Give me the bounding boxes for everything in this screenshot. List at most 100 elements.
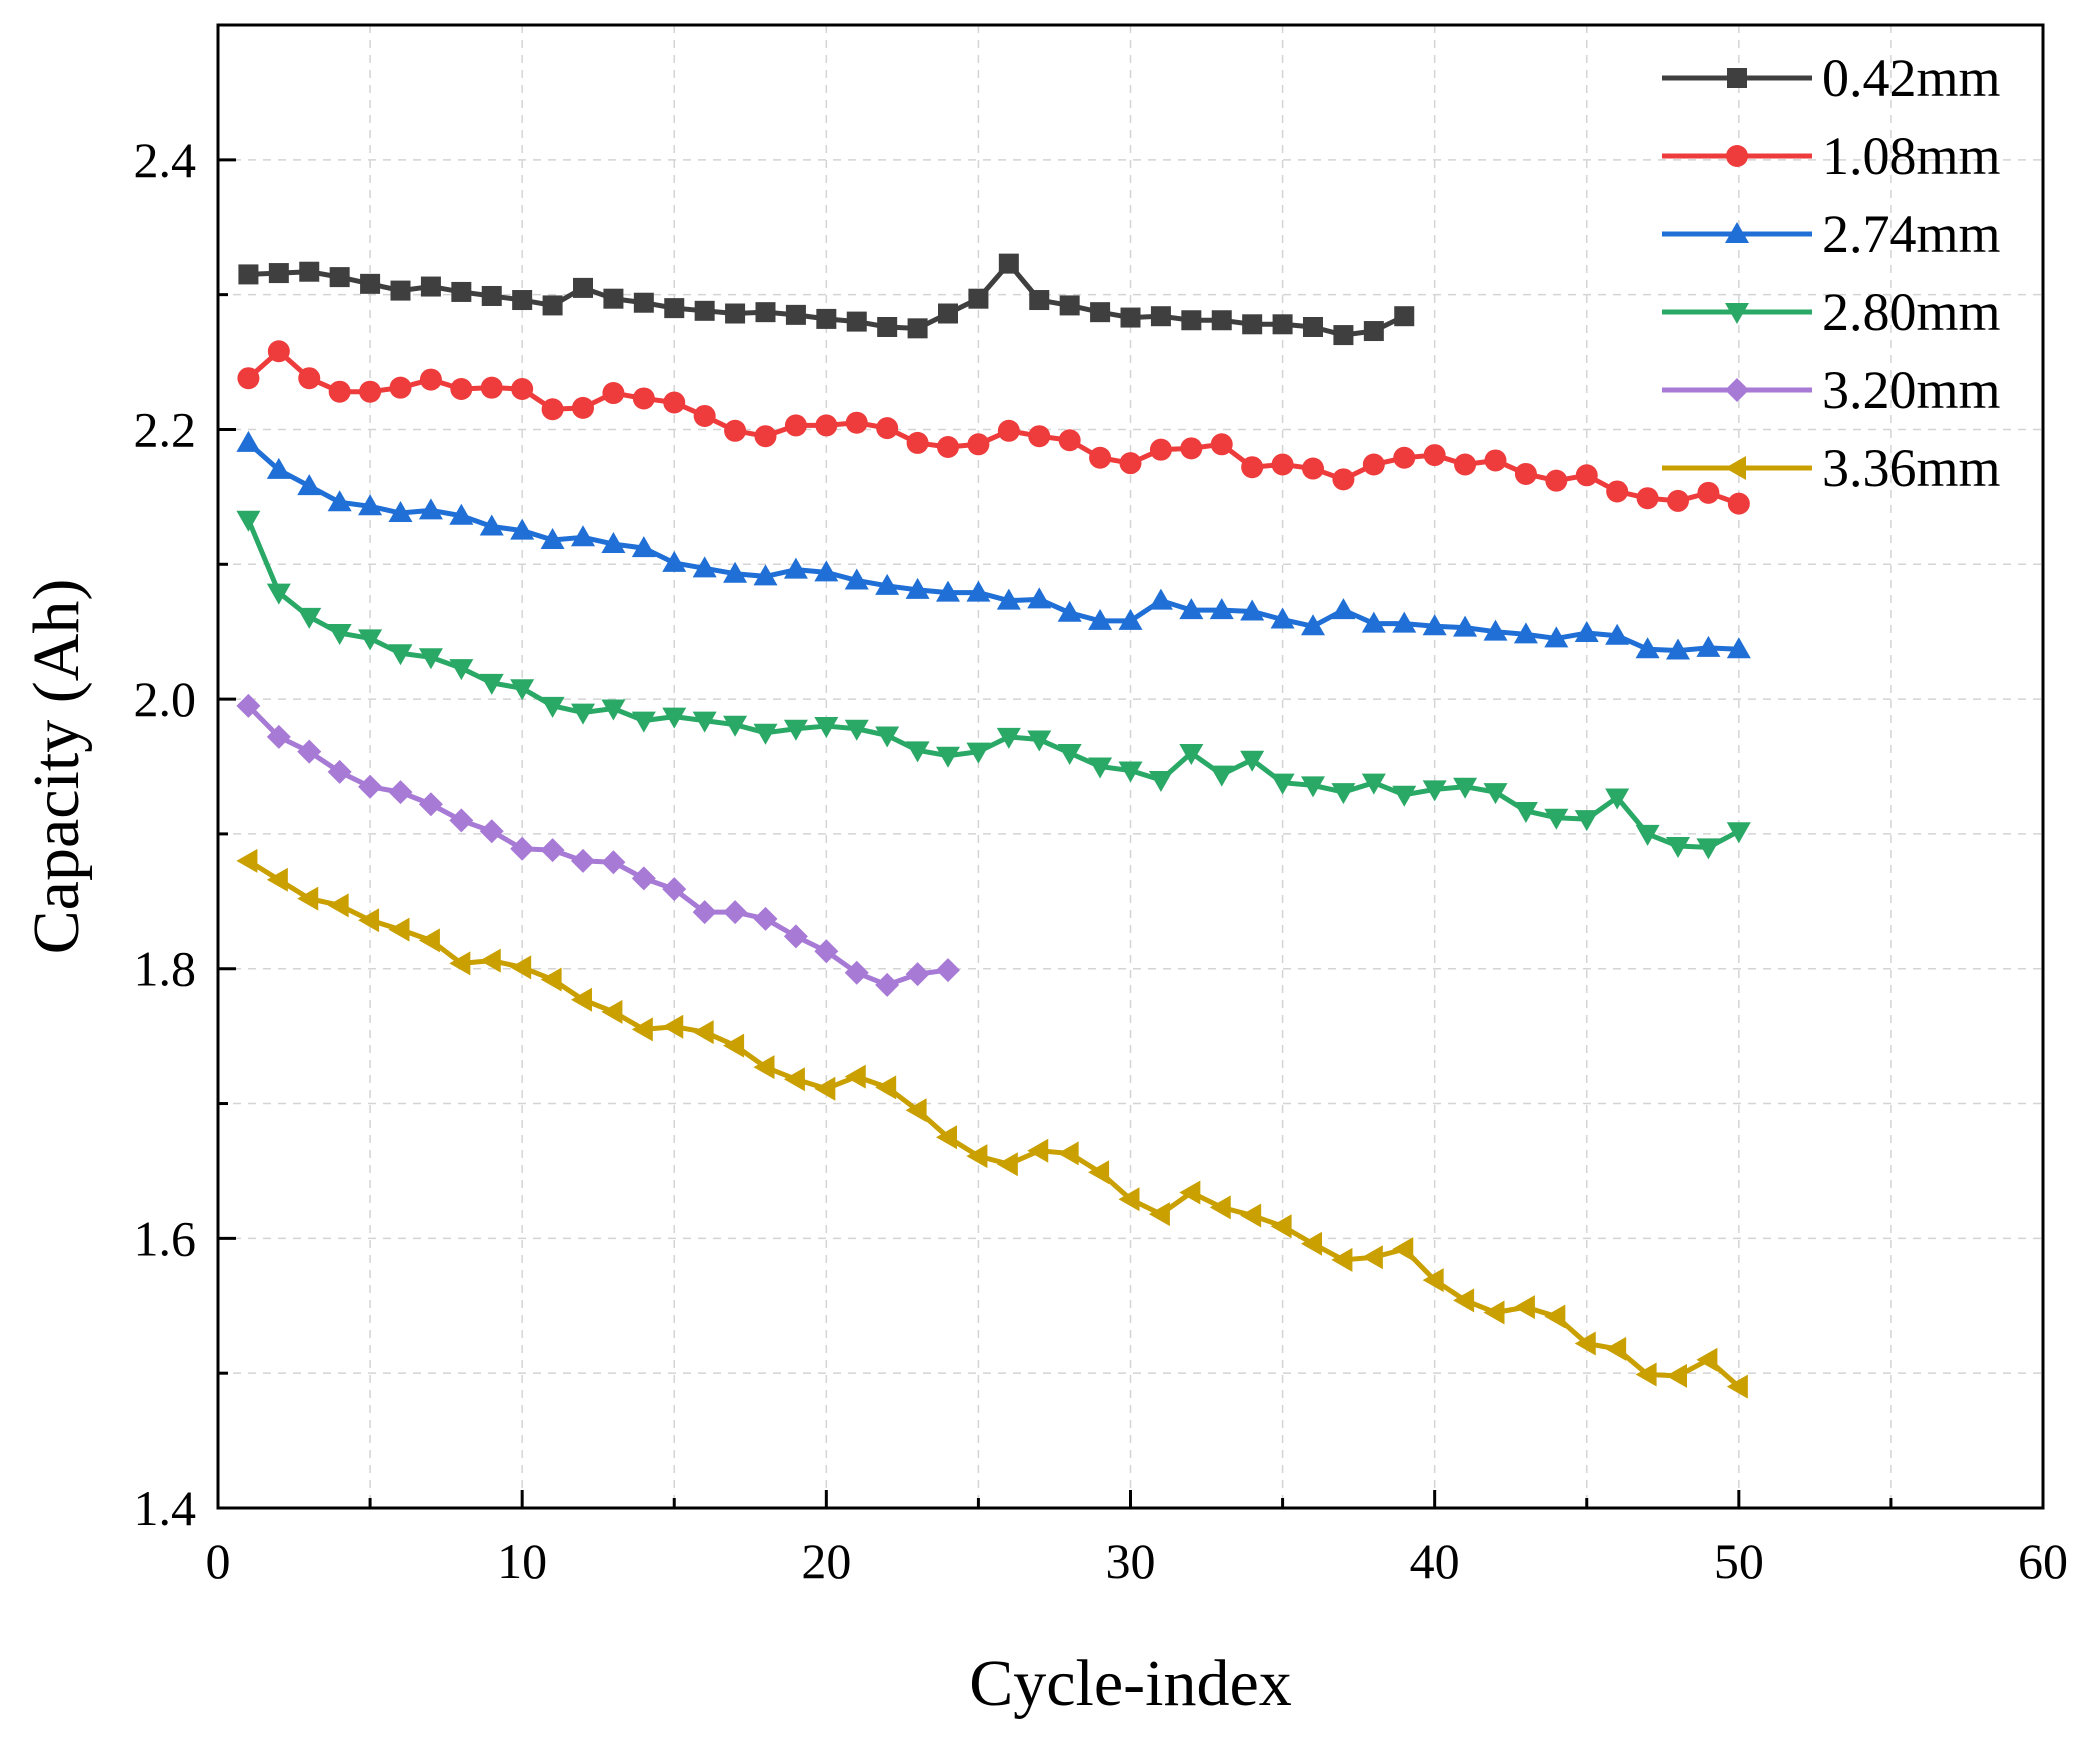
data-point	[571, 987, 592, 1012]
legend-item: 3.20mm	[1662, 360, 2001, 420]
data-point	[753, 564, 778, 586]
data-point	[937, 435, 959, 458]
data-point	[631, 866, 656, 891]
y-tick-label: 1.8	[134, 941, 197, 997]
data-point	[693, 404, 716, 427]
data-point	[449, 503, 474, 525]
data-point	[664, 298, 685, 319]
x-tick-label: 50	[1714, 1533, 1764, 1589]
data-point	[1240, 750, 1265, 772]
data-point	[267, 340, 290, 363]
series-layer	[236, 253, 1751, 1399]
series-2	[237, 340, 1750, 515]
data-point	[1454, 453, 1477, 476]
data-point	[1453, 777, 1478, 799]
data-point	[814, 1076, 836, 1101]
data-point	[540, 696, 565, 718]
data-point	[236, 510, 261, 532]
data-point	[572, 396, 594, 419]
x-tick-label: 30	[1106, 1533, 1156, 1589]
data-point	[1666, 638, 1690, 660]
data-point	[297, 474, 322, 496]
y-tick-label: 2.0	[134, 671, 197, 727]
data-point	[1331, 783, 1356, 805]
data-point	[1392, 611, 1417, 633]
data-point	[479, 673, 504, 695]
data-point	[783, 557, 808, 579]
data-point	[1484, 449, 1507, 472]
data-point	[1179, 744, 1204, 766]
data-point	[905, 741, 930, 763]
data-point	[1636, 487, 1659, 510]
data-point	[1270, 607, 1295, 629]
data-point	[510, 679, 535, 701]
data-point	[1422, 780, 1447, 802]
legend-item: 1.08mm	[1662, 126, 2001, 186]
data-point	[449, 951, 471, 976]
data-point	[1180, 437, 1203, 460]
data-point	[1726, 637, 1751, 659]
data-point	[1090, 302, 1111, 323]
data-point	[1545, 469, 1568, 492]
legend-marker	[1726, 145, 1748, 167]
data-point	[814, 939, 839, 964]
data-point	[723, 715, 748, 737]
y-tick-label: 1.6	[134, 1210, 197, 1266]
data-point	[1179, 598, 1204, 620]
data-point	[997, 419, 1020, 442]
data-point	[723, 1033, 745, 1058]
data-point	[1635, 637, 1660, 659]
data-point	[601, 999, 623, 1024]
data-point	[359, 380, 382, 403]
data-point	[1606, 480, 1629, 503]
data-point	[479, 819, 504, 844]
legend-marker	[1725, 222, 1749, 243]
data-point	[755, 302, 776, 323]
data-point	[996, 727, 1021, 749]
legend-item: 2.80mm	[1662, 282, 2001, 342]
data-point	[1544, 1304, 1566, 1329]
data-point	[1028, 425, 1051, 448]
data-point	[1271, 453, 1294, 476]
data-point	[1027, 1138, 1049, 1163]
data-point	[936, 1125, 957, 1150]
data-point	[1027, 587, 1052, 609]
data-point	[601, 699, 626, 721]
data-point	[1088, 608, 1113, 630]
data-point	[692, 711, 717, 733]
x-tick-label: 10	[497, 1533, 547, 1589]
data-point	[1059, 295, 1080, 316]
data-point	[663, 391, 686, 414]
data-point	[1574, 1331, 1596, 1356]
data-point	[905, 577, 930, 599]
data-point	[1181, 310, 1202, 331]
data-point	[266, 724, 291, 749]
data-point	[1027, 730, 1052, 752]
data-point	[601, 532, 626, 554]
data-point	[1393, 446, 1416, 469]
data-point	[1148, 770, 1173, 792]
data-point	[1057, 1141, 1079, 1166]
data-point	[1392, 1237, 1414, 1262]
data-point	[298, 367, 321, 390]
data-point	[814, 560, 839, 582]
data-point	[966, 580, 991, 602]
data-point	[1057, 600, 1082, 622]
legend-label: 2.74mm	[1822, 204, 2001, 264]
data-point	[541, 398, 564, 421]
data-point	[266, 457, 291, 479]
data-point	[1119, 452, 1142, 475]
data-point	[875, 726, 900, 748]
data-point	[632, 387, 655, 410]
data-point	[1210, 433, 1233, 456]
legend-label: 3.36mm	[1822, 438, 2001, 498]
data-point	[1301, 776, 1325, 798]
data-point	[1209, 765, 1234, 787]
data-point	[1149, 438, 1172, 461]
data-point	[846, 311, 867, 332]
data-point	[1696, 838, 1721, 860]
legend-label: 0.42mm	[1822, 48, 2001, 108]
data-point	[662, 1014, 684, 1039]
data-point	[510, 518, 535, 540]
data-point	[449, 808, 474, 833]
